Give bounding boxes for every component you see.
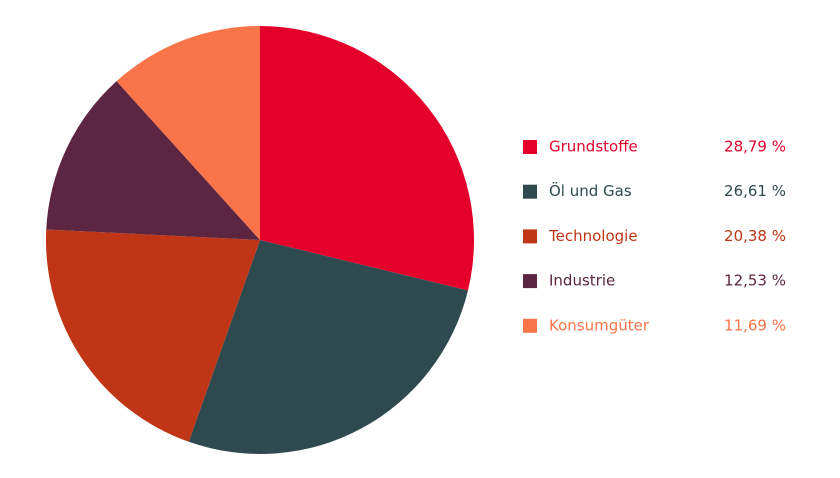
- pie-slice: [46, 229, 261, 442]
- legend-label: Öl und Gas: [549, 181, 632, 200]
- legend-swatch: [523, 184, 537, 199]
- pie-slice: [116, 25, 260, 240]
- legend-swatch: [523, 140, 537, 154]
- pie-slice: [188, 240, 468, 455]
- legend-label: Konsumgüter: [549, 316, 650, 334]
- legend-value: 11,69 %: [724, 316, 786, 334]
- legend-swatch: [523, 318, 537, 333]
- pie-slice: [46, 81, 261, 240]
- legend-value: 20,38 %: [724, 227, 786, 245]
- pie-slice: [260, 26, 474, 291]
- legend-label: Grundstoffe: [549, 138, 638, 156]
- legend-swatch: [523, 229, 537, 244]
- legend-value: 28,79 %: [724, 138, 786, 156]
- legend-value: 12,53 %: [724, 272, 786, 290]
- legend-swatch: [523, 274, 537, 289]
- legend-label: Technologie: [548, 227, 638, 245]
- legend-label: Industrie: [549, 272, 615, 290]
- legend-value: 26,61 %: [724, 182, 786, 200]
